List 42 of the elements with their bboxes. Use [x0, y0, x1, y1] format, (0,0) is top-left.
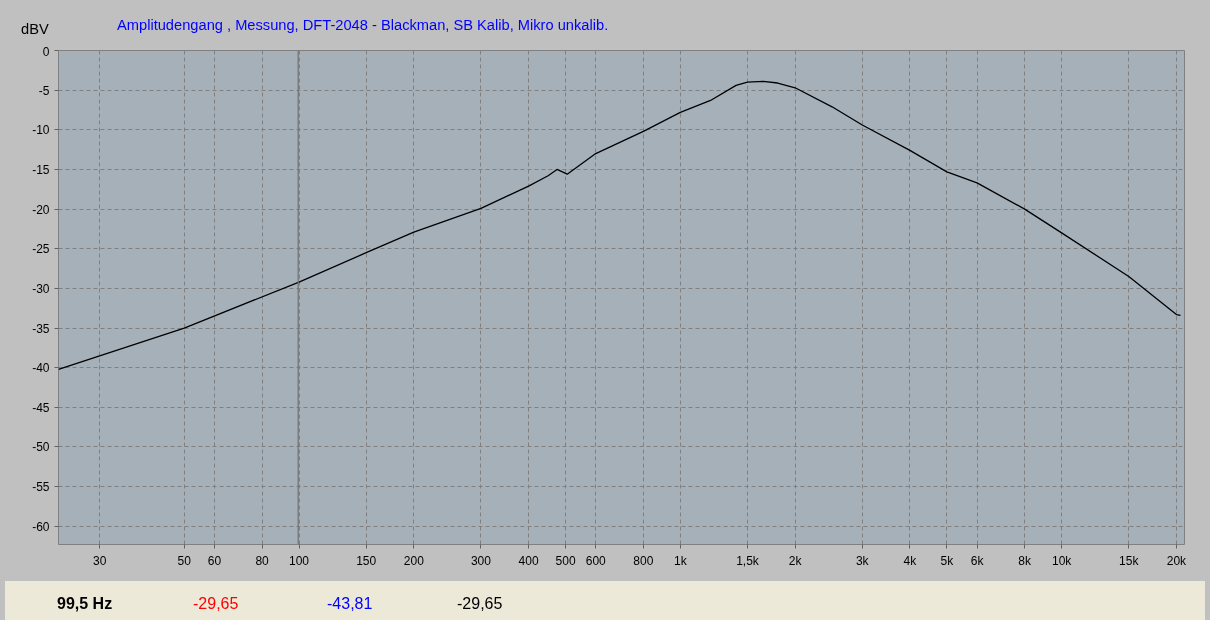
x-tick-label: 15k [1119, 553, 1140, 568]
x-tick-label: 8k [1018, 553, 1033, 568]
x-tick-label: 200 [403, 553, 425, 568]
text: -29,65 [193, 594, 239, 614]
text: -29,65 [457, 594, 503, 614]
x-tick-label: 30 [92, 553, 107, 568]
y-tick-label: -55 [32, 480, 50, 495]
y-tick-label: 0 [42, 44, 50, 59]
x-tick-label: 50 [177, 553, 192, 568]
y-tick-label: -20 [32, 202, 50, 217]
y-tick-label: -15 [32, 162, 50, 177]
text: 99,5 Hz [57, 594, 113, 614]
x-tick-label: 20k [1166, 553, 1188, 568]
y-tick-label: -30 [32, 281, 50, 296]
y-tick-label: -25 [32, 242, 50, 257]
x-tick-label: 100 [289, 553, 310, 568]
x-tick-label: 5k [940, 553, 955, 568]
x-tick-label: 400 [518, 553, 539, 568]
y-tick-label: -35 [32, 321, 50, 336]
y-tick-label: -40 [32, 361, 50, 376]
y-tick-label: -5 [38, 83, 50, 98]
x-tick-label: 6k [970, 553, 985, 568]
x-tick-label: 500 [555, 553, 576, 568]
x-tick-label: 1k [673, 553, 688, 568]
x-tick-label: 300 [470, 553, 492, 568]
y-axis-title: dBV [21, 20, 49, 39]
x-tick-label: 800 [633, 553, 654, 568]
y-tick-label: -45 [32, 400, 50, 415]
x-tick-label: 2k [788, 553, 803, 568]
y-tick-label: -10 [32, 123, 50, 138]
y-tick-label: -50 [32, 440, 50, 455]
x-tick-label: 4k [903, 553, 918, 568]
x-tick-label: 60 [207, 553, 222, 568]
x-tick-label: 80 [255, 553, 270, 568]
x-tick-label: 150 [356, 553, 377, 568]
text: -43,81 [327, 594, 373, 614]
x-tick-label: 3k [855, 553, 870, 568]
x-tick-label: 10k [1051, 553, 1073, 568]
x-tick-label: 1,5k [736, 553, 760, 568]
x-tick-label: 600 [585, 553, 607, 568]
y-tick-label: -60 [32, 519, 50, 534]
chart-title: Amplitudengang , Messung, DFT-2048 - Blackman, SB Kalib, Mikro unkalib. [117, 16, 609, 35]
